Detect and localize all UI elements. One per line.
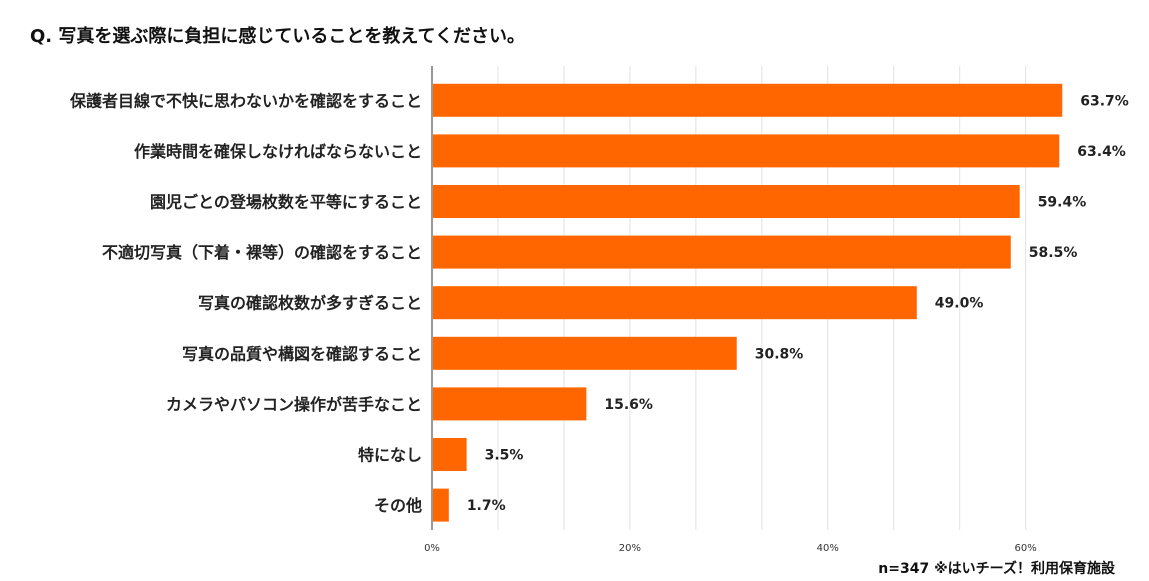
bars xyxy=(433,83,1063,522)
x-tick-label-2: 20% xyxy=(619,543,641,554)
value-label-5: 49.0% xyxy=(935,296,984,312)
category-label-2: 作業時間を確保しなければならないこと xyxy=(134,142,422,161)
bar-9 xyxy=(433,488,449,522)
chart-title: Q. 写真を選ぶ際に負担に感じていることを教えてください。 xyxy=(30,26,525,47)
value-label-4: 58.5% xyxy=(1029,245,1078,261)
value-label-8: 3.5% xyxy=(485,448,524,464)
value-label-6: 30.8% xyxy=(755,346,804,362)
bar-5 xyxy=(433,286,917,320)
x-tick-label-4: 60% xyxy=(1015,543,1037,554)
bar-3 xyxy=(433,185,1020,218)
x-tick-label-1: 0% xyxy=(424,543,440,554)
bar-4 xyxy=(433,235,1011,269)
bar-8 xyxy=(433,438,467,471)
category-label-6: 写真の品質や構図を確認すること xyxy=(182,344,422,363)
category-label-7: カメラやパソコン操作が苦手なこと xyxy=(166,395,422,414)
bar-6 xyxy=(433,336,737,370)
value-label-7: 15.6% xyxy=(604,397,653,413)
category-label-8: 特になし xyxy=(358,446,422,465)
x-tick-label-3: 40% xyxy=(817,543,839,554)
bar-2 xyxy=(433,134,1060,168)
category-label-9: その他 xyxy=(374,496,422,515)
sample-note: n=347 ※はいチーズ！利用保育施設 xyxy=(878,561,1115,577)
bar-1 xyxy=(433,83,1063,117)
category-label-1: 保護者目線で不快に思わないかを確認をすること xyxy=(69,91,422,110)
value-label-1: 63.7% xyxy=(1080,93,1129,109)
bar-7 xyxy=(433,387,587,421)
category-label-4: 不適切写真（下着・裸等）の確認をすること xyxy=(102,243,422,262)
category-labels: 保護者目線で不快に思わないかを確認をすること作業時間を確保しなければならないこと… xyxy=(69,91,422,515)
value-label-2: 63.4% xyxy=(1077,144,1126,160)
value-labels: 63.7% 63.4% 59.4% 58.5% 49.0% 30.8% 15.6% 3.5% 1… xyxy=(467,93,1129,514)
value-label-9: 1.7% xyxy=(467,498,506,514)
value-label-3: 59.4% xyxy=(1038,195,1087,211)
x-axis-ticks: 0% 20% 40% 60% xyxy=(424,543,1037,554)
category-label-3: 園児ごとの登場枚数を平等にすること xyxy=(150,193,422,212)
category-label-5: 写真の確認枚数が多すぎること xyxy=(198,294,422,313)
